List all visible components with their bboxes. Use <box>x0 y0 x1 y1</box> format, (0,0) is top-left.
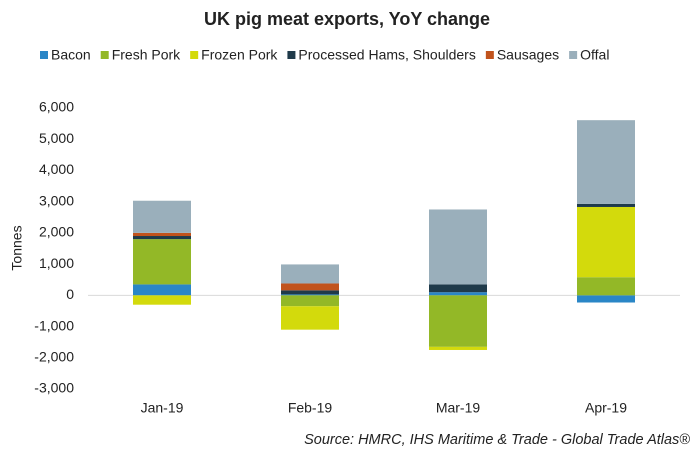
bar-segment <box>281 283 339 291</box>
legend-label: Bacon <box>51 47 91 63</box>
y-tick-label: -1,000 <box>34 317 74 333</box>
bar-segment <box>133 200 191 233</box>
bar-segment <box>133 295 191 305</box>
legend-label: Frozen Pork <box>201 47 278 63</box>
y-tick-label: 3,000 <box>39 192 74 208</box>
bar-segment <box>281 295 339 307</box>
x-tick-label: Apr-19 <box>585 400 627 416</box>
legend-swatch <box>190 51 199 59</box>
legend-swatch <box>287 51 296 59</box>
y-tick-label: 5,000 <box>39 130 74 146</box>
bar-segment <box>429 292 487 296</box>
bar-segment <box>281 306 339 330</box>
y-tick-label: 0 <box>66 286 74 302</box>
source: Source: HMRC, IHS Maritime & Trade - Glo… <box>304 432 690 448</box>
bar-segment <box>133 239 191 285</box>
x-tick-label: Mar-19 <box>436 400 481 416</box>
x-tick-label: Feb-19 <box>288 400 333 416</box>
y-tick-label: 2,000 <box>39 224 74 240</box>
bar-segment <box>281 264 339 284</box>
bar-segment <box>429 284 487 293</box>
bar-segment <box>577 120 635 204</box>
bar-segment <box>281 290 339 295</box>
y-tick-label: 1,000 <box>39 255 74 271</box>
bar-segment <box>429 346 487 350</box>
bar-segment <box>429 295 487 347</box>
legend-label: Sausages <box>497 47 559 63</box>
chart-title: UK pig meat exports, YoY change <box>204 9 490 29</box>
bar-segment <box>133 232 191 237</box>
bar-segment <box>281 294 339 296</box>
legend-swatch <box>485 51 494 59</box>
y-axis-label: Tonnes <box>9 225 25 270</box>
legend-label: Fresh Pork <box>112 47 181 63</box>
y-tick-label: 6,000 <box>39 99 74 115</box>
legend-label: Processed Hams, Shoulders <box>298 47 475 63</box>
bar-segment <box>429 209 487 285</box>
legend-swatch <box>569 51 578 59</box>
y-tick-label: -2,000 <box>34 348 74 364</box>
y-tick-label: -3,000 <box>34 380 74 396</box>
bar-segment <box>577 277 635 296</box>
legend-label: Offal <box>580 47 609 63</box>
legend-swatch <box>40 51 48 59</box>
legend-swatch <box>100 51 109 59</box>
bar-segment <box>577 203 635 207</box>
bar-segment <box>577 206 635 278</box>
bar-segment <box>133 236 191 240</box>
y-tick-label: 4,000 <box>39 161 74 177</box>
bar-segment <box>577 295 635 303</box>
x-tick-label: Jan-19 <box>141 400 184 416</box>
bar-segment <box>133 284 191 296</box>
